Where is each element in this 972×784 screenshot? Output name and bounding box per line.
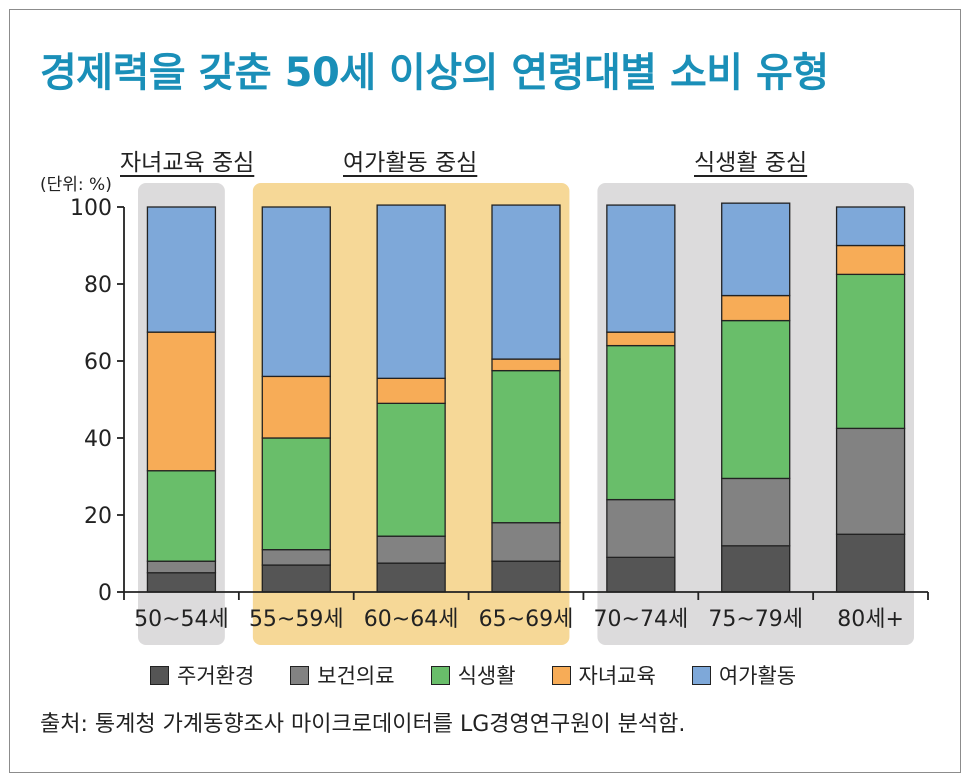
legend-label: 여가활동 <box>718 664 797 688</box>
bar-segment-6-1 <box>835 427 906 535</box>
bar-segment-6-3 <box>835 244 906 276</box>
bar-segment-3-3 <box>491 358 561 372</box>
bar-segment-6-4 <box>835 206 906 247</box>
legend-swatch <box>290 665 310 685</box>
y-tick-label: 100 <box>70 196 112 221</box>
bar-segment-2-3 <box>376 377 446 405</box>
bar-segment-1-4 <box>261 206 331 378</box>
legend-item: 주거환경 <box>150 660 254 690</box>
bar-segment-2-2 <box>376 402 446 537</box>
legend-item: 보건의료 <box>290 660 395 690</box>
bar-segment-3-2 <box>491 369 561 524</box>
bar-segment-5-2 <box>721 319 791 480</box>
y-tick-label: 20 <box>84 504 112 529</box>
bar-segment-4-3 <box>606 331 676 347</box>
bar-segment-1-1 <box>261 549 331 566</box>
legend-label: 식생활 <box>457 664 516 688</box>
bar-segment-6-2 <box>835 273 906 430</box>
legend: 주거환경 보건의료 식생활 자녀교육 여가활동 <box>150 660 796 690</box>
bar-segment-2-0 <box>376 562 446 593</box>
x-tick-label: 65~69세 <box>479 607 574 632</box>
bar-segment-5-4 <box>721 202 791 297</box>
legend-swatch <box>430 665 450 685</box>
legend-swatch <box>551 665 571 685</box>
x-tick-label: 60~64세 <box>364 607 459 632</box>
bar-segment-0-0 <box>146 572 217 593</box>
bar-segment-1-3 <box>261 375 331 439</box>
bar-segment-0-3 <box>146 331 217 472</box>
bar-segment-3-1 <box>491 522 561 562</box>
x-tick-label: 70~74세 <box>594 607 689 632</box>
group-label-leisure: 여가활동 중심 <box>343 150 478 176</box>
legend-swatch <box>691 665 711 685</box>
bar-segment-5-0 <box>721 545 791 593</box>
group-label-education: 자녀교육 중심 <box>120 150 255 176</box>
bar-segment-4-2 <box>606 344 676 501</box>
bar-segment-2-4 <box>376 204 446 379</box>
x-tick-label: 75~79세 <box>708 607 803 632</box>
bar-segment-2-1 <box>376 535 446 564</box>
group-label-food: 식생활 중심 <box>694 150 808 176</box>
legend-label: 자녀교육 <box>578 664 656 688</box>
y-tick-label: 80 <box>84 273 112 298</box>
legend-item: 식생활 <box>430 660 516 690</box>
x-tick-label: 50~54세 <box>134 607 229 632</box>
bar-segment-1-2 <box>261 437 331 551</box>
legend-item: 자녀교육 <box>551 660 656 690</box>
bar-segment-1-0 <box>261 564 331 593</box>
bar-segment-5-1 <box>721 477 791 547</box>
legend-item: 여가활동 <box>691 660 797 690</box>
legend-swatch <box>150 665 169 685</box>
legend-label: 주거환경 <box>177 664 255 688</box>
bar-segment-4-0 <box>606 556 676 593</box>
chart-title: 경제력을 갖춘 50세 이상의 연령대별 소비 유형 <box>40 50 829 96</box>
bar-segment-5-3 <box>721 294 791 322</box>
bar-segment-3-4 <box>491 204 561 360</box>
y-tick-label: 40 <box>84 427 112 452</box>
legend-label: 보건의료 <box>317 664 395 688</box>
bar-segment-0-2 <box>146 470 217 562</box>
bar-segment-6-0 <box>835 533 906 593</box>
y-tick-label: 0 <box>98 581 112 606</box>
unit-label: (단위: %) <box>40 175 112 195</box>
bar-segment-4-1 <box>606 498 676 559</box>
bar-segment-0-1 <box>146 560 217 574</box>
x-tick-label: 55~59세 <box>249 607 344 632</box>
bar-segment-4-4 <box>606 204 676 333</box>
y-tick-label: 60 <box>84 350 112 375</box>
source-note: 출처: 통계청 가계동향조사 마이크로데이터를 LG경영연구원이 분석함. <box>40 712 686 737</box>
bar-segment-3-0 <box>491 560 561 593</box>
x-tick-label: 80세+ <box>837 607 904 632</box>
bar-segment-0-4 <box>146 206 217 333</box>
